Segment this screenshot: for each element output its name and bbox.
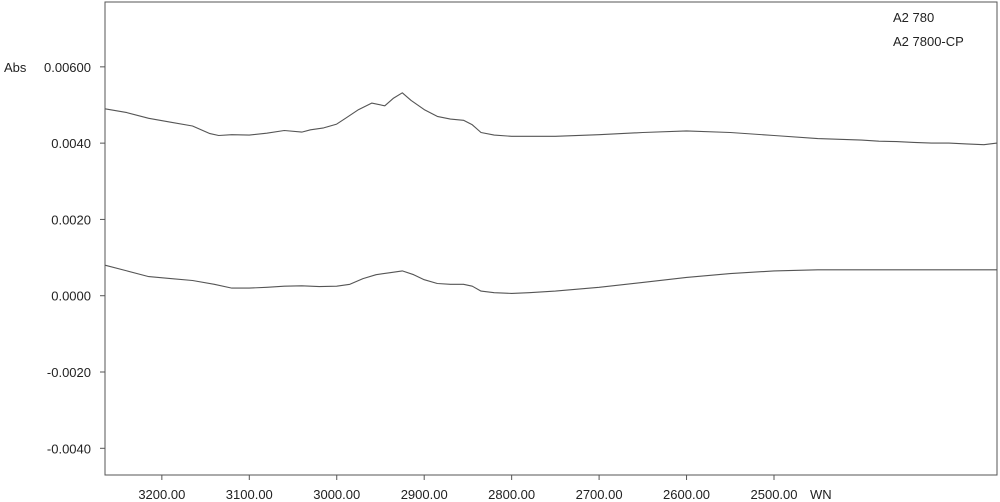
series-layer <box>104 92 998 294</box>
x-tick-label: 2700.00 <box>576 487 623 502</box>
x-tick-label: 2800.00 <box>488 487 535 502</box>
legend-entry: A2 780 <box>893 10 934 25</box>
plot-frame <box>104 1 998 476</box>
legend-entry: A2 7800-CP <box>893 34 964 49</box>
x-tick-label: 3000.00 <box>313 487 360 502</box>
y-tick-label: 0.0000 <box>51 289 91 304</box>
series-line <box>104 264 997 294</box>
legend: A2 780 A2 7800-CP <box>893 10 964 49</box>
y-tick-label: 0.00600 <box>44 60 91 75</box>
x-tick-label: 2600.00 <box>663 487 710 502</box>
x-tick-label: 2500.00 <box>751 487 798 502</box>
y-tick-label: 0.0020 <box>51 212 91 227</box>
y-tick-label: -0.0040 <box>47 441 91 456</box>
y-axis: -0.0040 -0.0020 0.0000 0.0020 0.0040 0.00600 <box>44 60 105 456</box>
x-axis-label: WN <box>810 487 832 502</box>
x-axis: 3200.00 3100.00 3000.00 2900.00 2800.00 2700.… <box>138 475 798 502</box>
series-line <box>104 92 998 146</box>
y-axis-label: Abs <box>4 60 27 75</box>
y-tick-label: 0.0040 <box>51 136 91 151</box>
x-tick-label: 3100.00 <box>226 487 273 502</box>
y-tick-label: -0.0020 <box>47 365 91 380</box>
x-tick-label: 2900.00 <box>401 487 448 502</box>
x-tick-label: 3200.00 <box>138 487 185 502</box>
